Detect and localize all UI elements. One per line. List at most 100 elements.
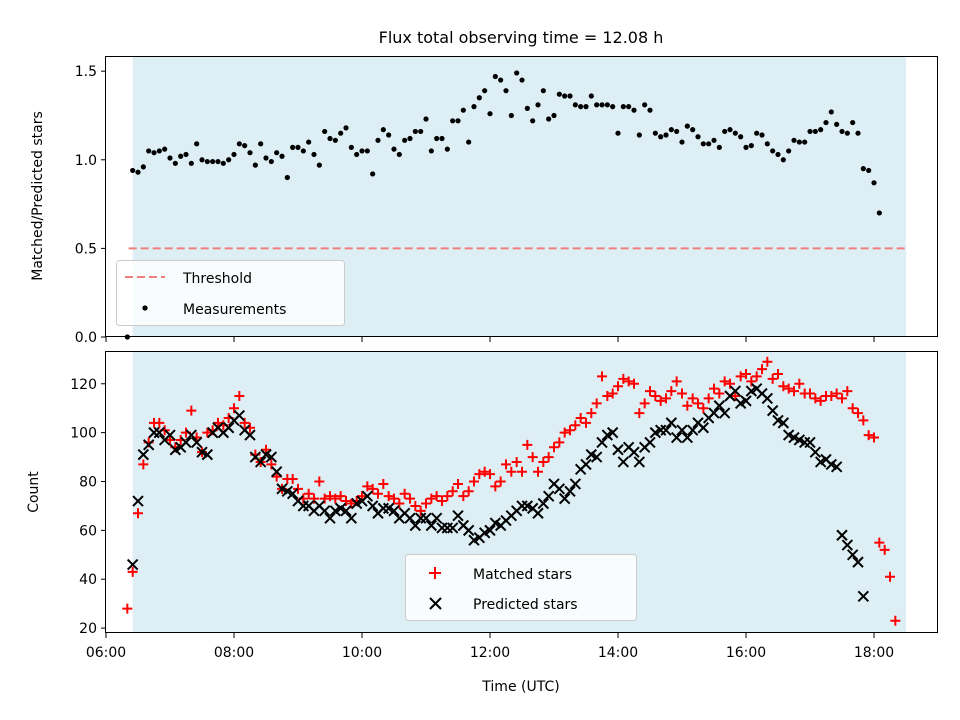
measurement-point	[748, 143, 754, 149]
measurement-point	[508, 112, 514, 119]
measurement-point	[450, 118, 456, 124]
top-x-ticks	[105, 337, 875, 342]
measurement-point	[684, 123, 690, 129]
matched-star-point	[527, 452, 538, 463]
predicted-star-point	[286, 488, 299, 500]
measurement-point	[828, 109, 834, 115]
predicted-star-point	[569, 478, 582, 490]
measurement-point	[796, 139, 802, 145]
matched-star-point	[479, 466, 490, 477]
measurement-point	[700, 141, 706, 147]
measurement-point	[583, 104, 589, 110]
measurement-point	[572, 102, 578, 108]
measurement-point	[551, 112, 557, 119]
bottom-x-ticks: 06:00 08:00 10:00 12:00 14:00 16:00 18:00	[86, 633, 894, 661]
measurement-point	[487, 111, 493, 117]
x-tick-label: 08:00	[214, 645, 254, 661]
matched-star-point	[575, 412, 586, 423]
matched-star-point	[645, 386, 655, 397]
measurement-point	[210, 158, 216, 165]
matched-star-point	[362, 481, 373, 492]
matched-star-point	[495, 476, 506, 487]
matched-star-point	[373, 488, 383, 499]
measurement-point	[743, 144, 749, 150]
measurement-point	[503, 88, 509, 94]
measurement-point	[818, 127, 824, 133]
measurement-point	[791, 137, 797, 143]
predicted-stars-points	[126, 382, 870, 603]
measurement-point	[396, 151, 402, 158]
predicted-star-point	[265, 451, 278, 463]
matched-star-point	[559, 427, 570, 438]
matched-star-point	[122, 603, 133, 614]
measurement-point	[679, 139, 685, 145]
measurement-point	[359, 148, 365, 154]
bottom-legend: Matched stars Predicted stars	[405, 554, 637, 621]
predicted-star-point	[761, 392, 774, 405]
predicted-star-point	[537, 497, 550, 510]
predicted-star-point	[590, 451, 603, 463]
measurement-point	[711, 137, 717, 143]
x-tick-label: 06:00	[86, 645, 126, 661]
matched-star-point	[687, 393, 698, 404]
measurement-point	[284, 174, 290, 181]
matched-star-point	[789, 386, 799, 397]
predicted-star-point	[766, 404, 779, 417]
measurement-point	[151, 150, 157, 156]
measurement-point	[231, 151, 237, 158]
matched-star-point	[762, 356, 773, 367]
measurement-point	[295, 144, 301, 150]
predicted-star-point	[425, 519, 438, 532]
measurement-point	[764, 141, 770, 147]
matched-star-point	[303, 488, 314, 499]
measurement-point	[300, 148, 306, 154]
predicted-star-point	[580, 458, 592, 471]
predicted-star-point	[633, 456, 646, 468]
matched-star-point	[453, 478, 463, 489]
matched-star-point	[165, 434, 175, 445]
matched-star-point	[735, 371, 746, 382]
measurement-point	[759, 132, 765, 138]
predicted-star-point	[681, 431, 694, 444]
matched-star-point	[421, 498, 431, 509]
predicted-star-point	[836, 529, 848, 541]
measurement-point	[546, 116, 552, 122]
matched-star-point	[661, 393, 671, 404]
matched-star-point	[474, 469, 485, 480]
measurement-point	[786, 148, 792, 154]
measurement-point	[866, 167, 872, 174]
measurement-point	[434, 135, 440, 142]
measurement-point	[348, 144, 354, 150]
matched-star-point	[703, 393, 714, 404]
predicted-star-point	[846, 549, 859, 561]
measurement-point	[178, 153, 184, 159]
measurement-point	[855, 130, 861, 136]
matched-star-point	[858, 415, 869, 426]
measurement-point	[839, 128, 845, 135]
predicted-star-point	[153, 426, 166, 439]
chart-title: Flux total observing time = 12.08 h	[379, 28, 664, 47]
predicted-star-point	[606, 426, 619, 439]
predicted-star-point	[628, 446, 640, 458]
measurement-point	[732, 130, 738, 136]
predicted-star-point	[446, 522, 459, 534]
predicted-star-point	[137, 448, 150, 461]
measurement-point	[540, 88, 546, 94]
matched-star-point	[469, 476, 479, 487]
measurement-point	[146, 148, 152, 154]
matched-star-point	[810, 393, 821, 404]
measurement-point	[663, 132, 669, 138]
measurement-point	[631, 107, 637, 113]
predicted-star-point	[777, 417, 790, 429]
predicted-legend-label: Predicted stars	[473, 597, 578, 613]
matched-star-point	[805, 388, 815, 399]
measurement-point	[471, 104, 477, 110]
predicted-star-point	[729, 385, 742, 397]
matched-star-point	[554, 437, 565, 448]
predicted-star-point	[660, 424, 672, 436]
predicted-star-point	[697, 422, 710, 434]
bottom-y-axis-label: Count	[26, 471, 42, 513]
measurement-point	[199, 157, 205, 163]
matched-star-point	[383, 491, 394, 502]
